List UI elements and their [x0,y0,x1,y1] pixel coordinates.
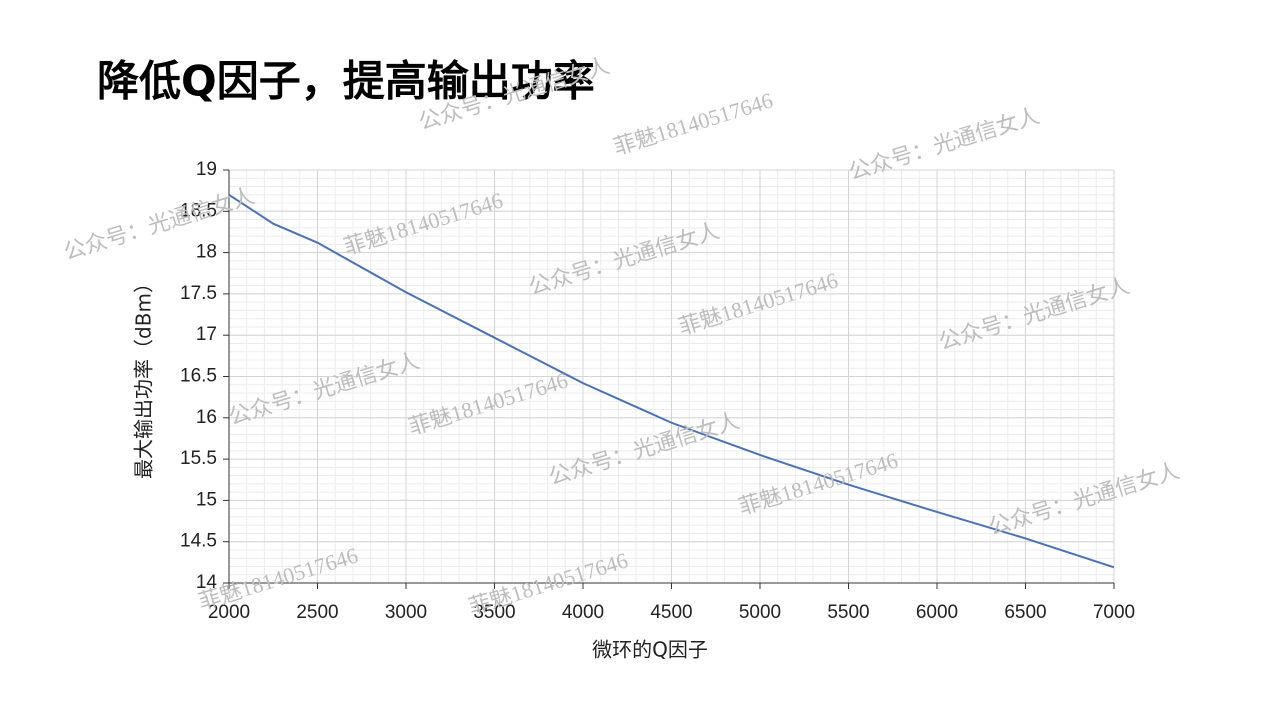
x-tick-label: 2000 [208,602,250,623]
y-tick-label: 15 [196,489,217,510]
x-tick-label: 2500 [296,602,338,623]
x-tick-label: 7000 [1093,602,1135,623]
x-tick-label: 4500 [650,602,692,623]
watermark: 菲魅18140517646 [676,267,841,339]
y-tick-label: 14.5 [180,531,217,552]
y-tick-label: 17.5 [180,283,217,304]
x-tick-label: 6000 [916,602,958,623]
y-tick-label: 17 [196,324,217,345]
data-line [228,193,1115,569]
watermark: 公众号：光通信女人 [936,273,1133,355]
y-axis-label: 最大输出功率（dBm） [132,273,156,479]
x-axis-label: 微环的Q因子 [592,638,708,662]
watermark: 菲魅18140517646 [406,367,571,439]
x-tick-label: 3000 [385,602,427,623]
x-tick-label: 6500 [1004,602,1046,623]
watermark: 公众号：光通信女人 [526,218,723,300]
x-tick-label: 5000 [739,602,781,623]
y-tick-label: 14 [196,572,218,593]
watermark: 公众号：光通信女人 [546,408,743,490]
y-tick-label: 19 [196,159,217,180]
y-tick-label: 16 [196,407,217,428]
watermark: 公众号：光通信女人 [846,103,1043,185]
x-tick-label: 3500 [473,602,515,623]
y-tick-label: 15.5 [180,448,217,469]
y-tick-label: 18.5 [180,200,217,221]
y-tick-label: 16.5 [180,366,217,387]
chart-title: 降低Q因子，提高输出功率 [97,57,595,106]
y-tick-label: 18 [196,242,217,263]
watermark: 菲魅18140517646 [611,87,776,159]
watermark: 菲魅18140517646 [341,187,506,259]
watermark: 公众号：光通信女人 [986,458,1183,540]
x-tick-label: 4000 [562,602,604,623]
x-tick-label: 5500 [827,602,869,623]
